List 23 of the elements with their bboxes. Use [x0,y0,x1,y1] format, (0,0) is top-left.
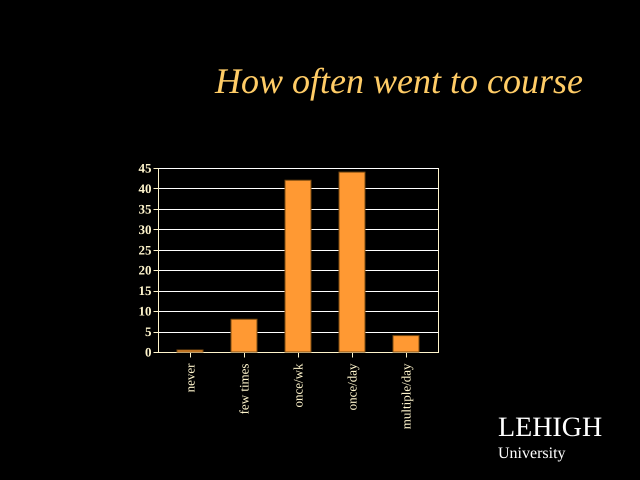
bar [176,349,204,352]
y-tick-label: 20 [138,262,152,278]
y-tick-label: 0 [145,344,152,360]
chart-title: How often went to course [214,61,584,101]
y-tick-label: 40 [138,180,152,196]
text: University [498,445,566,462]
y-tick-label: 45 [138,160,152,176]
bar [338,172,366,352]
bar [230,318,258,352]
text: LEHIGH [498,412,602,443]
bar [284,180,312,352]
y-tick-label: 5 [145,324,152,340]
y-tick-label: 30 [138,222,152,237]
y-tick-label: 35 [138,201,152,216]
x-tick-label: multiple/day [398,363,414,430]
x-tick-label: once/day [344,363,360,410]
x-tick-label: never [182,362,198,392]
y-tick-label: 25 [138,242,152,258]
x-tick-label: few times [236,364,252,414]
y-tick-label: 15 [138,283,152,298]
y-tick-label: 10 [138,304,152,319]
bar [392,335,420,352]
x-tick-label: once/wk [290,363,306,408]
